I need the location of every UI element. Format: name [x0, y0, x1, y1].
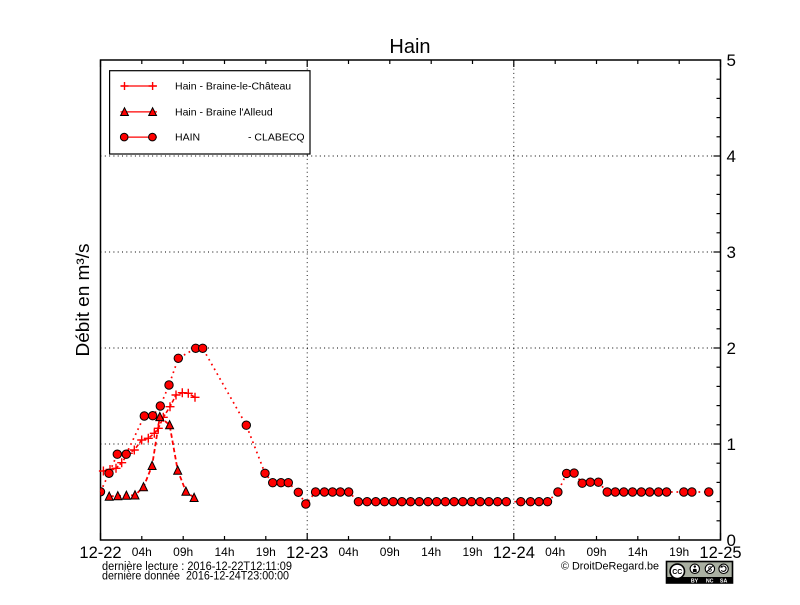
- svg-text:NC: NC: [706, 578, 714, 584]
- svg-text:14h: 14h: [628, 545, 648, 559]
- svg-text:Hain - Braine-le-Château: Hain - Braine-le-Château: [175, 81, 291, 93]
- svg-text:0: 0: [727, 531, 736, 550]
- svg-text:5: 5: [727, 51, 736, 70]
- svg-text:4: 4: [727, 147, 736, 166]
- svg-text:3: 3: [727, 243, 736, 262]
- svg-text:12-25: 12-25: [699, 544, 741, 562]
- svg-text:CC: CC: [672, 569, 682, 576]
- svg-text:Débit en m³/s: Débit en m³/s: [73, 244, 93, 357]
- svg-text:04h: 04h: [132, 545, 152, 559]
- svg-text:BY: BY: [691, 578, 699, 584]
- svg-text:Hain: Hain: [389, 36, 430, 58]
- svg-text:04h: 04h: [545, 545, 565, 559]
- svg-text:SA: SA: [720, 578, 728, 584]
- svg-text:2: 2: [727, 339, 736, 358]
- svg-text:14h: 14h: [214, 545, 234, 559]
- svg-text:HAIN: HAIN: [175, 132, 200, 144]
- svg-text:09h: 09h: [586, 545, 606, 559]
- svg-text:12-23: 12-23: [286, 544, 328, 562]
- svg-text:dernière donnée 2016-12-24T23: dernière donnée 2016-12-24T23:00:00: [102, 569, 289, 583]
- svg-text:12-22: 12-22: [79, 544, 121, 562]
- svg-text:19h: 19h: [462, 545, 482, 559]
- svg-text:Hain - Braine l'Alleud: Hain - Braine l'Alleud: [175, 107, 273, 119]
- svg-text:09h: 09h: [380, 545, 400, 559]
- svg-text:12-24: 12-24: [493, 544, 535, 562]
- svg-text:04h: 04h: [338, 545, 358, 559]
- svg-text:19h: 19h: [256, 545, 276, 559]
- svg-text:14h: 14h: [421, 545, 441, 559]
- svg-text:$: $: [708, 565, 713, 574]
- svg-text:09h: 09h: [173, 545, 193, 559]
- svg-text:19h: 19h: [669, 545, 689, 559]
- svg-text:© DroitDeRegard.be: © DroitDeRegard.be: [561, 561, 659, 573]
- svg-text:1: 1: [727, 435, 736, 454]
- svg-text:dernière lecture : 2016-12-22T: dernière lecture : 2016-12-22T12:11:09: [102, 559, 292, 573]
- svg-text:- CLABECQ: - CLABECQ: [248, 132, 305, 144]
